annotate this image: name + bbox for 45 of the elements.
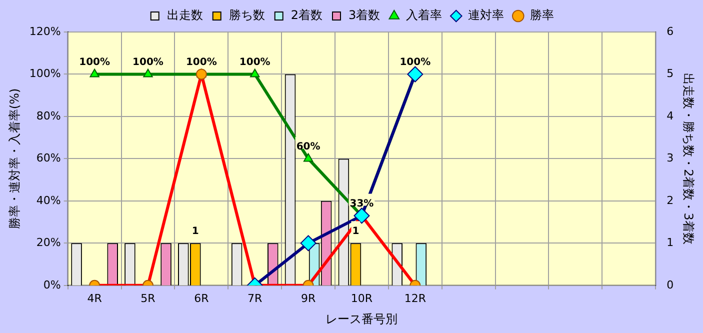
y-tick-label: 0% bbox=[43, 278, 61, 292]
x-tick-label: 5R bbox=[140, 292, 156, 305]
y-tick-label: 100% bbox=[29, 67, 61, 80]
y-tick-label: 20% bbox=[36, 236, 61, 250]
x-tick-label: 4R bbox=[87, 292, 102, 305]
y2-axis-title: 出走数・勝ち数・2着数・3着数 bbox=[682, 73, 696, 244]
legend-label: 連対率 bbox=[468, 8, 504, 22]
y2-tick-label: 5 bbox=[666, 67, 674, 80]
x-axis-title: レース番号別 bbox=[326, 312, 398, 326]
x-tick-label: 12R bbox=[404, 292, 426, 305]
x-tick-label: 7R bbox=[248, 292, 263, 305]
data-label: 100% bbox=[132, 56, 164, 68]
y2-tick-label: 3 bbox=[666, 152, 674, 165]
legend-label: 勝ち数 bbox=[228, 8, 265, 22]
legend-label: 勝率 bbox=[530, 8, 554, 22]
y-tick-label: 40% bbox=[36, 194, 61, 207]
data-label: 33% bbox=[350, 198, 374, 210]
y-tick-label: 120% bbox=[29, 24, 61, 38]
y2-tick-label: 1 bbox=[666, 236, 674, 250]
point bbox=[143, 68, 153, 78]
legend-label: 3着数 bbox=[348, 8, 380, 22]
data-label: 100% bbox=[400, 56, 431, 68]
data-label: 1 bbox=[192, 226, 199, 237]
data-label: 100% bbox=[239, 56, 270, 68]
y-tick-label: 60% bbox=[36, 152, 61, 165]
data-label: 1 bbox=[352, 226, 360, 237]
y-tick-label: 80% bbox=[36, 109, 61, 122]
data-label: 100% bbox=[186, 56, 217, 68]
point bbox=[250, 68, 260, 78]
x-tick-label: 10R bbox=[350, 292, 373, 305]
data-label: 100% bbox=[79, 56, 110, 68]
x-tick-label: 6R bbox=[194, 292, 210, 305]
y2-tick-label: 4 bbox=[666, 109, 674, 122]
point bbox=[90, 68, 100, 78]
y2-tick-label: 0 bbox=[666, 278, 674, 292]
legend-label: 出走数 bbox=[166, 8, 203, 22]
point bbox=[407, 66, 424, 82]
y2-tick-label: 6 bbox=[666, 24, 674, 38]
point bbox=[303, 153, 314, 162]
y2-tick-label: 2 bbox=[666, 194, 674, 207]
x-tick-label: 9R bbox=[300, 292, 316, 305]
legend-label: 入着率 bbox=[406, 8, 442, 22]
legend-label: 2着数 bbox=[290, 8, 323, 22]
y-axis-title: 勝率・連対率・入着率(%) bbox=[7, 88, 22, 230]
data-label: 60% bbox=[296, 141, 320, 152]
